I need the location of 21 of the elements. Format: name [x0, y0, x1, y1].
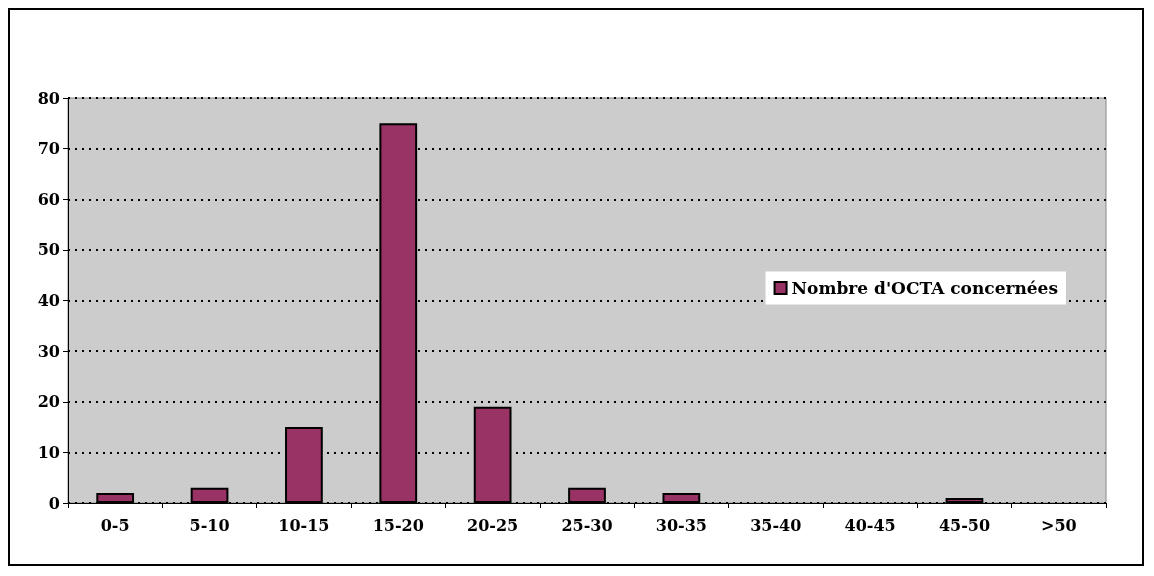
x-tick-label: 45-50 [938, 515, 991, 535]
x-tick-label: 15-20 [372, 515, 424, 535]
x-tick-label: 30-35 [655, 515, 707, 535]
x-tick-label: 5-10 [189, 515, 230, 535]
x-tick-label: 20-25 [467, 515, 519, 535]
y-tick-label: 0 [48, 493, 60, 513]
y-tick-label: 50 [37, 240, 60, 260]
x-tick-label: 10-15 [278, 515, 330, 535]
x-tick-label: >50 [1040, 515, 1077, 535]
y-tick-label: 40 [37, 291, 60, 310]
y-tick-label: 80 [37, 88, 60, 108]
x-tick-label: 35-40 [750, 515, 802, 535]
legend-label: Nombre d'OCTA concernées [791, 278, 1059, 298]
y-tick-label: 10 [37, 442, 60, 462]
y-tick-label: 20 [37, 392, 60, 412]
y-tick-label: 30 [37, 341, 60, 361]
x-tick-label: 0-5 [100, 515, 130, 535]
x-tick-label: 25-30 [561, 515, 613, 535]
y-tick-label: 70 [37, 139, 60, 159]
x-tick-label: 40-45 [844, 515, 896, 535]
y-tick-label: 60 [37, 189, 60, 209]
